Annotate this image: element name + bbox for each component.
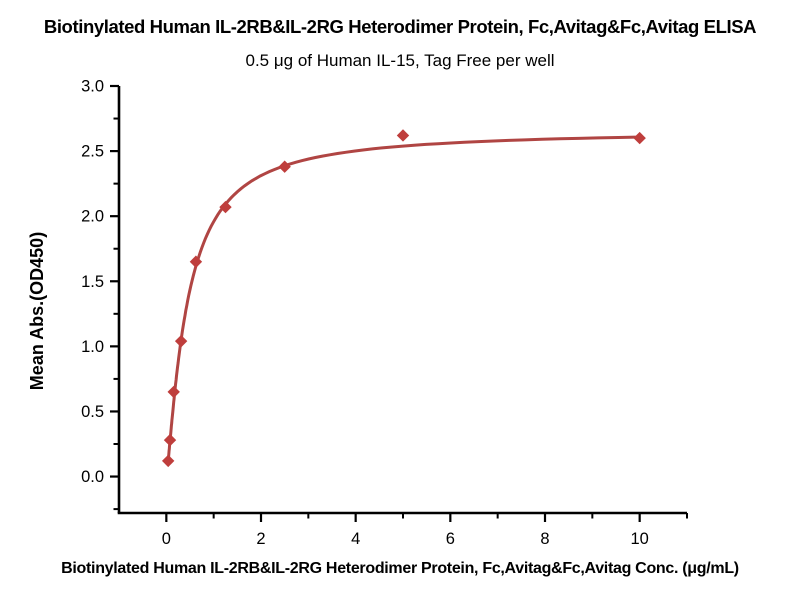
- x-tick-label: 0: [162, 530, 171, 548]
- y-tick-label: 1.0: [81, 338, 104, 356]
- y-tick-label: 2.0: [81, 208, 104, 226]
- x-tick-label: 8: [540, 530, 549, 548]
- chart-title: Biotinylated Human IL-2RB&IL-2RG Heterod…: [43, 16, 757, 37]
- x-tick-label: 6: [446, 530, 455, 548]
- x-tick-label: 10: [630, 530, 648, 548]
- y-tick-label: 0.5: [81, 403, 104, 421]
- x-tick-label: 2: [256, 530, 265, 548]
- y-tick-label: 1.5: [81, 273, 104, 291]
- y-tick-label: 2.5: [81, 143, 104, 161]
- y-tick-label: 3.0: [81, 78, 104, 96]
- fit-curve: [166, 135, 642, 463]
- data-point: [633, 131, 646, 145]
- x-axis-label: Biotinylated Human IL-2RB&IL-2RG Heterod…: [61, 560, 739, 577]
- data-point: [174, 334, 188, 348]
- y-tick-label: 0.0: [81, 468, 104, 486]
- data-point: [163, 433, 177, 447]
- data-point: [161, 454, 175, 468]
- x-tick-label: 4: [351, 530, 360, 548]
- data-point: [219, 200, 232, 214]
- chart-subtitle: 0.5 μg of Human IL-15, Tag Free per well: [245, 51, 555, 70]
- data-point: [189, 255, 203, 268]
- data-point: [167, 385, 180, 399]
- data-point: [396, 129, 410, 142]
- data-point: [278, 160, 291, 173]
